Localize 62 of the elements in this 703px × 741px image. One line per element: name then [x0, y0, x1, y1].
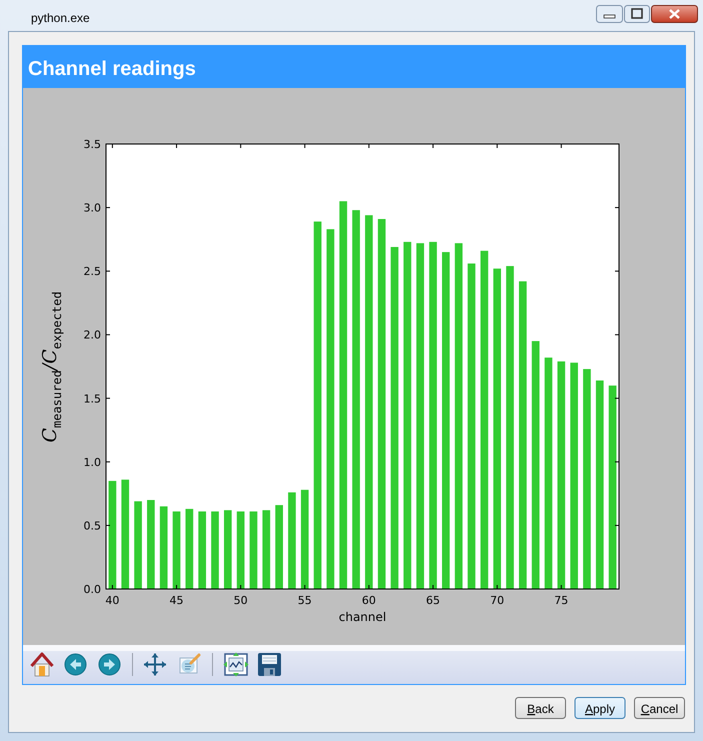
x-tick-label: 45	[170, 594, 184, 607]
bar	[493, 268, 502, 589]
bar	[454, 243, 463, 589]
text: Back	[527, 702, 555, 716]
bar	[172, 511, 180, 589]
bar	[121, 480, 130, 589]
y-tick-label: 3.5	[84, 138, 101, 151]
x-tick-label: 40	[105, 594, 120, 607]
y-tick-label: 2.0	[84, 328, 101, 342]
y-tick-label: 1.0	[84, 456, 101, 469]
text: Apply	[584, 702, 616, 716]
x-tick-label: 60	[362, 594, 376, 607]
bar	[608, 386, 616, 589]
bar	[532, 341, 540, 589]
bar	[339, 201, 348, 589]
x-tick-label: 70	[490, 594, 504, 607]
bar	[583, 369, 591, 589]
bar	[236, 511, 245, 589]
x-tick-label: 55	[298, 594, 312, 607]
bar	[262, 510, 270, 589]
x-tick-label: 65	[426, 594, 440, 607]
bar	[186, 508, 194, 589]
text: python.exe	[31, 11, 90, 25]
bar	[365, 215, 373, 589]
bar	[160, 506, 168, 589]
bar	[211, 511, 219, 589]
bar	[250, 511, 258, 589]
bar	[390, 246, 398, 589]
bar	[275, 505, 283, 589]
bar	[288, 492, 296, 589]
bar	[544, 358, 552, 589]
bar	[300, 490, 309, 589]
y-tick-label: 2.5	[84, 265, 101, 278]
bar	[404, 242, 412, 589]
bar	[314, 222, 322, 589]
bar	[429, 242, 437, 589]
bar	[352, 210, 360, 589]
text: Cancel	[640, 702, 678, 716]
bar	[198, 511, 206, 589]
y-tick-label: 3.0	[84, 202, 101, 215]
x-axis-title: channel	[338, 610, 386, 624]
bar	[518, 281, 527, 589]
chart-title: Channel readings	[28, 58, 196, 80]
bar	[416, 243, 424, 589]
y-tick-label: 0.0	[84, 583, 101, 596]
bar	[557, 361, 566, 589]
bar	[468, 264, 476, 589]
y-tick-label: 0.5	[84, 519, 101, 532]
y-tick-label: 1.5	[84, 392, 101, 406]
bar	[224, 510, 232, 589]
bar	[596, 380, 604, 589]
bar	[378, 219, 386, 589]
bar	[326, 229, 334, 589]
bar	[480, 250, 488, 589]
x-tick-label: 50	[234, 594, 248, 607]
bar	[147, 500, 155, 589]
bar	[134, 501, 142, 589]
bar	[442, 252, 450, 589]
x-tick-label: 75	[554, 594, 568, 607]
bar	[506, 266, 514, 589]
bar	[108, 480, 116, 589]
bar	[570, 362, 578, 589]
